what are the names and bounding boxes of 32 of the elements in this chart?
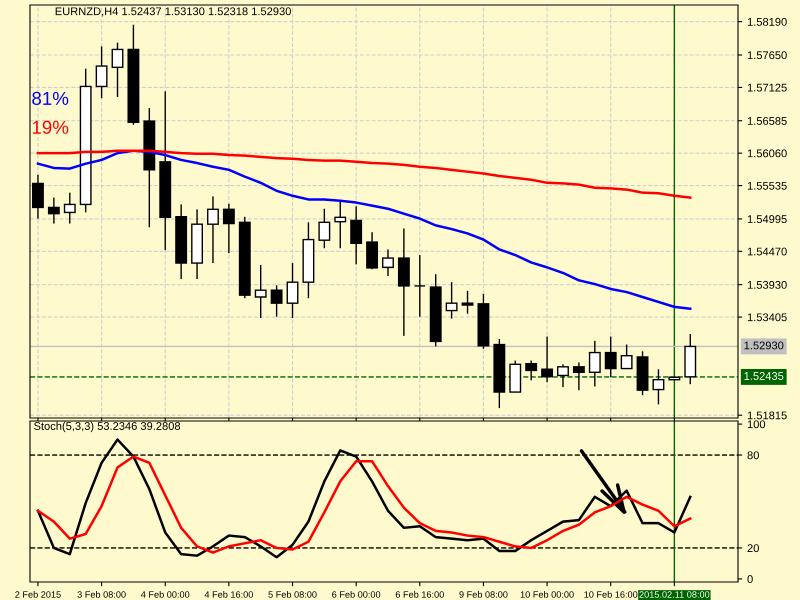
y-tick-label: 1.51815	[748, 411, 787, 420]
annotation: 19%	[32, 120, 68, 134]
x-tick-label: 5 Feb 08:00	[268, 591, 317, 598]
y-tick-label: 1.54470	[748, 248, 787, 256]
annotation: 81%	[32, 92, 68, 106]
ref-line-label: 1.52930	[744, 342, 784, 350]
x-tick-label: 2 Feb 2015	[15, 591, 61, 598]
chart-title: Stoch(5,3,3) 53.2346 39.2808	[34, 422, 180, 432]
x-tick-label: 4 Feb 00:00	[140, 591, 190, 598]
x-tick-label: 3 Feb 08:00	[77, 591, 126, 598]
x-tick-label: 9 Feb 08:00	[459, 591, 508, 598]
y-tick-label: 1.53405	[748, 313, 787, 322]
y-tick-label: 1.53930	[748, 280, 787, 289]
ref-line-label: 1.52435	[744, 372, 784, 380]
x-tick-label: 10 Feb 00:00	[520, 591, 574, 598]
y-tick-label: 0	[747, 575, 753, 584]
x-tick-label: 2015.02.11 08:00	[639, 591, 710, 598]
y-tick-label: 1.57650	[748, 51, 787, 60]
x-tick-label: 6 Feb 00:00	[332, 591, 380, 598]
y-tick-label: 1.57125	[748, 84, 787, 92]
y-tick-label: 1.56585	[748, 117, 787, 125]
y-tick-label: 1.54995	[748, 215, 787, 224]
y-tick-label: 1.55535	[748, 182, 787, 190]
chart-title: EURNZD,H4 1.52437 1.53130 1.52318 1.52930	[56, 7, 291, 17]
x-tick-label: 10 Feb 16:00	[584, 591, 638, 598]
y-tick-label: 1.58190	[748, 18, 787, 26]
x-tick-label: 4 Feb 16:00	[204, 591, 253, 598]
x-tick-label: 6 Feb 16:00	[396, 591, 444, 598]
y-tick-label: 80	[748, 451, 759, 460]
y-tick-label: 100	[748, 420, 766, 428]
y-tick-label: 1.56060	[748, 149, 787, 158]
y-tick-label: 20	[748, 544, 759, 552]
